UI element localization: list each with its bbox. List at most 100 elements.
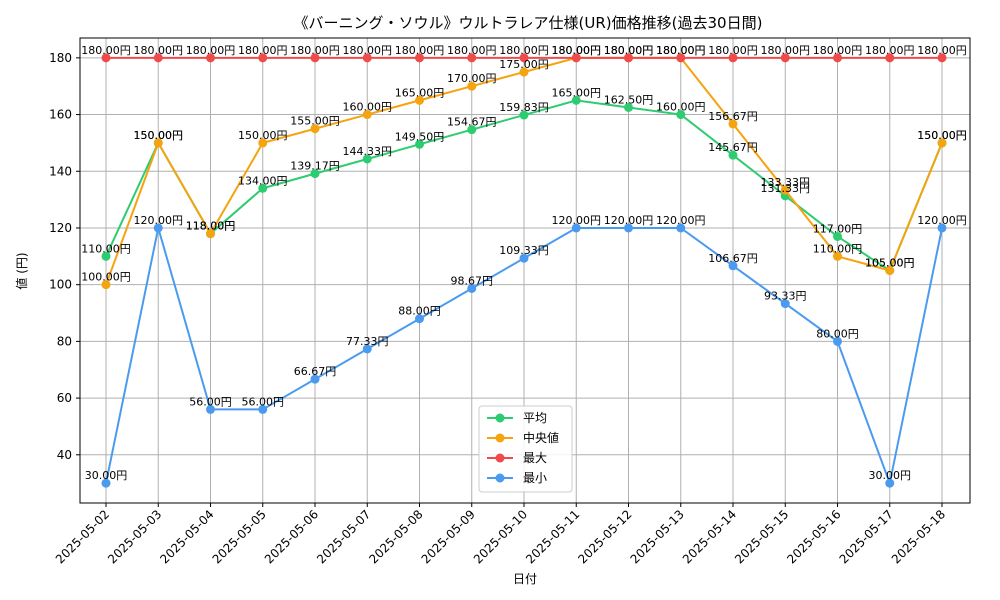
data-point [624, 223, 633, 233]
data-label: 180.00円 [343, 44, 393, 57]
data-label: 98.67円 [451, 274, 494, 287]
x-tick-label: 2025-05-09 [419, 507, 478, 566]
data-label: 180.00円 [552, 44, 602, 57]
data-point [362, 53, 372, 63]
data-label: 109.33円 [499, 244, 549, 257]
data-label: 56.00円 [189, 395, 232, 408]
x-tick-label: 2025-05-06 [262, 507, 321, 566]
legend-label: 平均 [523, 411, 547, 425]
legend-box [478, 405, 573, 493]
data-label: 159.83円 [499, 101, 549, 114]
y-tick-label: 160 [49, 108, 72, 122]
data-label: 180.00円 [604, 44, 654, 57]
x-tick-label: 2025-05-13 [628, 507, 687, 566]
data-point [206, 229, 215, 239]
data-label: 180.00円 [813, 44, 863, 57]
x-tick-label: 2025-05-05 [210, 507, 269, 566]
data-point [676, 53, 686, 63]
data-label: 160.00円 [656, 101, 706, 114]
x-tick-label: 2025-05-17 [837, 507, 896, 566]
x-tick-label: 2025-05-07 [314, 507, 373, 566]
data-point [258, 404, 268, 414]
data-point [937, 223, 947, 233]
data-label: 30.00円 [869, 469, 912, 482]
data-label: 120.00円 [552, 214, 602, 227]
plot-frame [79, 37, 971, 504]
data-label: 170.00円 [447, 72, 497, 85]
legend-item: 最大 [487, 451, 547, 465]
data-point [153, 138, 163, 148]
data-label: 139.17円 [290, 160, 340, 173]
data-label: 66.67円 [294, 365, 337, 378]
data-point [415, 139, 424, 149]
x-tick-label: 2025-05-02 [53, 507, 112, 566]
y-tick-label: 180 [49, 51, 72, 65]
data-point [728, 119, 738, 129]
data-point [728, 150, 738, 160]
data-point [937, 138, 947, 148]
data-point [519, 253, 529, 263]
data-point [519, 67, 529, 77]
data-label: 145.67円 [708, 141, 758, 154]
data-point [467, 283, 477, 293]
data-point [728, 53, 738, 63]
data-label: 180.00円 [499, 44, 549, 57]
data-point [780, 185, 790, 195]
data-label: 131.33円 [761, 182, 811, 195]
data-label: 156.67円 [708, 110, 758, 123]
data-label: 110.00円 [81, 242, 131, 255]
data-label: 175.00円 [499, 58, 549, 71]
data-label: 100.00円 [81, 271, 131, 284]
data-label: 180.00円 [447, 44, 497, 57]
data-point [780, 53, 790, 63]
data-label: 133.33円 [761, 176, 811, 189]
data-point [467, 125, 477, 135]
data-label: 134.00円 [238, 174, 288, 187]
data-label: 180.00円 [81, 44, 131, 57]
data-label: 180.00円 [186, 44, 236, 57]
data-point [885, 53, 895, 63]
data-point [415, 95, 424, 105]
series-最小 [101, 223, 947, 488]
data-point [467, 81, 477, 91]
data-point [101, 280, 111, 290]
x-axis-label: 日付 [513, 572, 537, 586]
data-point [415, 314, 424, 324]
data-label: 162.50円 [604, 93, 654, 106]
data-label: 56.00円 [242, 395, 285, 408]
data-label: 150.00円 [134, 129, 184, 142]
data-labels: 110.00円 150.00円 118.00円 134.00円139.17円144.3… [81, 44, 967, 482]
series-最大 [101, 53, 947, 63]
data-point [676, 110, 686, 120]
data-label: 120.00円 [917, 214, 967, 227]
legend-label: 最小 [523, 471, 547, 485]
x-tick-label: 2025-05-16 [784, 507, 843, 566]
data-label: 150.00円 [917, 129, 967, 142]
x-tick-label: 2025-05-14 [680, 507, 739, 566]
data-point [206, 53, 215, 63]
data-label: 180.00円 [708, 44, 758, 57]
data-point [362, 154, 372, 164]
data-point [415, 53, 424, 63]
data-point [258, 138, 268, 148]
data-label: 180.00円 [656, 44, 706, 57]
data-label: 165.00円 [395, 86, 445, 99]
data-label: 106.67円 [708, 252, 758, 265]
data-label: 150.00円 [134, 129, 184, 142]
x-tick-label: 2025-05-11 [523, 507, 582, 566]
data-point [310, 124, 320, 134]
legend-label: 中央値 [523, 430, 559, 445]
data-label: 160.00円 [343, 101, 393, 114]
data-label: 150.00円 [917, 129, 967, 142]
legend-item: 中央値 [487, 430, 559, 445]
data-point [519, 53, 529, 63]
data-label: 93.33円 [764, 290, 807, 303]
data-label: 120.00円 [134, 214, 184, 227]
data-label: 105.00円 [865, 257, 915, 270]
data-label: 80.00円 [816, 327, 859, 340]
data-label: 165.00円 [552, 86, 602, 99]
y-tick-label: 140 [49, 164, 72, 178]
data-point [833, 53, 842, 63]
x-tick-label: 2025-05-15 [732, 507, 791, 566]
